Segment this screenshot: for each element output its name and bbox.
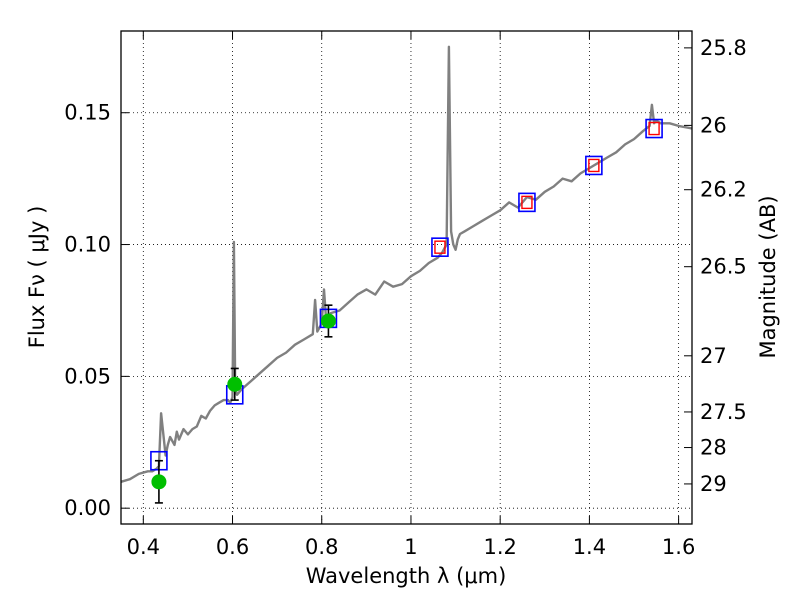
observed-photometry-point [320,313,336,329]
x-tick-label: 1.4 [573,535,606,559]
y2-tick-label: 25.8 [700,36,747,60]
axis-ticks: 0.4 0.6 0.8 1 1.2 1.4 1.6 0.00 0.05 0.10 0.15 25.8 2… [64,31,747,559]
model-photometry-marker [518,192,536,213]
y-tick-label: 0.00 [64,496,111,520]
photometry-red-marker [434,240,446,254]
y2-tick-label: 26.5 [700,255,747,279]
photometry-red-marker [521,195,533,210]
observed-photometry-point [227,376,243,392]
y2-tick-label: 27 [700,344,727,368]
plot-frame [120,30,693,525]
photometry-red-marker [648,121,660,136]
y2-tick-label: 26 [700,113,727,137]
model-photometry-marker [645,118,663,139]
x-tick-label: 0.4 [127,535,160,559]
x-tick-label: 1.2 [483,535,516,559]
y-axis-label: Flux Fν ( μJy ) [25,206,49,349]
y2-tick-label: 28 [700,436,727,460]
spectrum-line [121,45,692,483]
spectrum-series [121,45,692,483]
secondary-y-axis-label: Magnitude (AB) [756,195,780,358]
x-tick-label: 0.8 [305,535,338,559]
model-photometry-marker [431,237,449,257]
x-tick-label: 1.6 [662,535,695,559]
x-axis-label: Wavelength λ (μm) [306,564,507,588]
y2-tick-label: 26.2 [700,178,747,202]
observed-photometry-point [151,474,167,490]
photometry-red-marker [588,158,600,173]
model-photometry-marker [585,155,603,176]
grid [121,31,692,524]
y-tick-label: 0.10 [64,233,111,257]
y2-tick-label: 27.5 [700,400,747,424]
x-tick-label: 1 [404,535,417,559]
photometry-markers [150,118,663,504]
y2-tick-label: 29 [700,472,727,496]
y-tick-label: 0.05 [64,364,111,388]
x-tick-label: 0.6 [216,535,249,559]
y-tick-label: 0.15 [64,101,111,125]
